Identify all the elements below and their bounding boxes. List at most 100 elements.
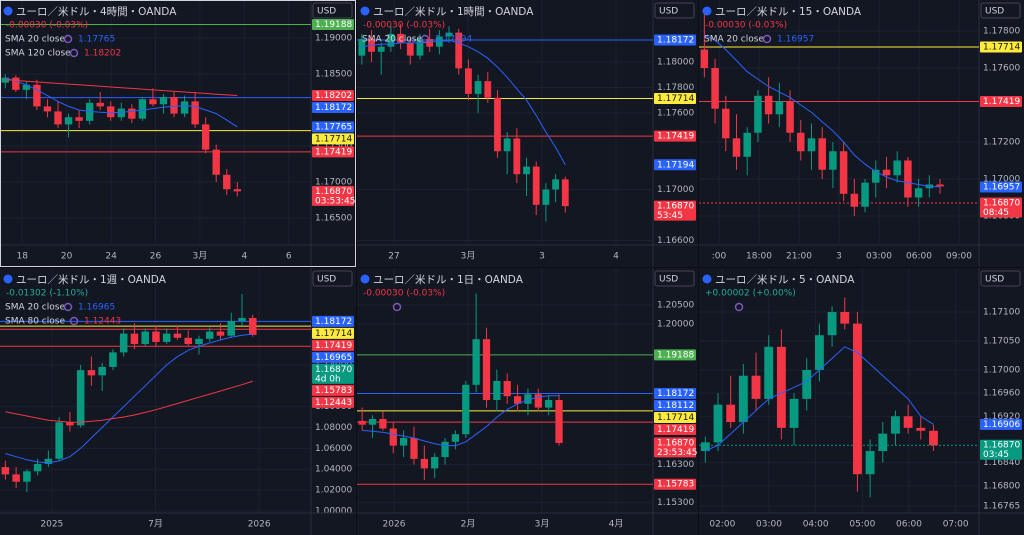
indicator-name: SMA 20 close (5, 303, 65, 313)
chart-panel: 27 3月 3 4 1.18000 1.17800 1.17600 1.17000 1.1660… (357, 0, 698, 267)
candle-body (513, 396, 522, 404)
y-tick-label: 1.18500 (315, 70, 352, 80)
candle-body (914, 188, 923, 198)
currency-button[interactable] (312, 2, 353, 19)
y-tick-label: 1.16300 (657, 460, 694, 470)
price-label: 1.16957 (983, 182, 1020, 192)
price-change: -0.00030 (-0.03%) (6, 21, 88, 31)
x-tick-label: 18:00 (746, 252, 772, 262)
x-tick-label: :00 (712, 252, 727, 262)
price-label-box (654, 399, 696, 411)
price-change: -0.00030 (-0.03%) (705, 21, 787, 31)
candle-body (170, 97, 178, 114)
currency-button[interactable] (654, 2, 695, 19)
price-label-box (312, 384, 354, 396)
price-label: 1.15783 (315, 386, 352, 396)
candle-body (426, 39, 434, 47)
candle-body (54, 111, 62, 125)
price-label-box (654, 92, 696, 104)
candle-body (109, 352, 117, 367)
x-tick-label: 02:00 (709, 520, 735, 530)
candle-body (542, 189, 550, 205)
price-label: 1.19188 (657, 350, 694, 360)
candle-body (233, 189, 241, 192)
candle-body (12, 77, 20, 90)
price-label-box (312, 18, 354, 30)
price-label-box (980, 439, 1022, 460)
price-label-box (980, 197, 1022, 218)
indicator-name: SMA 20 close (704, 35, 764, 45)
symbol-icon (360, 274, 370, 284)
candle-body (840, 312, 850, 324)
indicator-line (5, 380, 253, 423)
y-tick-label: 1.17050 (983, 336, 1020, 346)
candle-body (743, 132, 751, 157)
x-tick-label: 4月 (609, 519, 624, 530)
indicator-value: 1.16957 (777, 35, 814, 45)
candle-body (754, 95, 762, 133)
indicator-icon (63, 34, 73, 44)
candle-body (936, 184, 944, 187)
price-label: 1.17419 (657, 425, 694, 435)
candle-body (513, 138, 521, 175)
candle-body (462, 384, 470, 435)
y-tick-label: 1.20500 (657, 301, 694, 311)
candle-body (248, 317, 257, 335)
indicator-value: 1.16965 (78, 303, 115, 313)
candle-body (700, 49, 709, 69)
currency-button[interactable] (980, 2, 1021, 19)
candle-body (55, 422, 63, 459)
candle-body (524, 394, 532, 404)
candle-body (87, 370, 96, 376)
price-label: 1.17765 (315, 122, 352, 132)
currency-label: USD (317, 275, 336, 285)
candle-body (872, 169, 880, 183)
price-label: 1.18172 (315, 103, 352, 113)
candle-body (722, 108, 730, 139)
y-tick-label: 1.18000 (657, 57, 694, 67)
candle-body (117, 108, 125, 118)
price-label: 1.17714 (315, 329, 352, 339)
y-tick-label: 1.19000 (315, 34, 352, 44)
price-label: 1.18172 (315, 317, 352, 327)
candle-body (141, 331, 149, 345)
x-tick-label: 4 (613, 252, 619, 262)
candle-body (555, 399, 563, 443)
price-label: 1.15783 (657, 480, 694, 490)
indicator-icon (63, 302, 73, 312)
candle-body (159, 97, 168, 105)
price-change: -0.00030 (-0.03%) (363, 21, 445, 31)
candle-body (44, 458, 53, 464)
y-tick-label: 1.16500 (315, 214, 352, 224)
price-change: -0.00030 (-0.03%) (363, 289, 445, 299)
candle-body (119, 333, 128, 353)
indicator-line (361, 39, 566, 166)
price-label-box (654, 130, 696, 142)
currency-button[interactable] (980, 270, 1021, 287)
candle-body (786, 101, 794, 133)
candle-body (191, 101, 199, 125)
y-tick-label: 1.15300 (657, 498, 694, 508)
currency-button[interactable] (654, 270, 695, 287)
y-tick-label: 1.16800 (983, 481, 1020, 491)
price-label-box (980, 418, 1022, 430)
candle-body (503, 138, 511, 152)
candle-body (482, 339, 491, 400)
candle-body (66, 422, 74, 426)
price-change: +0.00002 (+0.00%) (705, 289, 796, 299)
symbol-icon (360, 6, 370, 16)
candle-body (472, 339, 480, 385)
price-label-box (312, 101, 354, 113)
candle-body (545, 399, 553, 408)
currency-button[interactable] (312, 270, 353, 287)
y-tick-label: 1.04000 (315, 465, 352, 475)
price-label-box (312, 133, 354, 145)
currency-label: USD (659, 7, 678, 17)
indicator-value: 1.17194 (435, 35, 472, 45)
x-tick-label: 3月 (193, 251, 208, 262)
candle-body (33, 84, 41, 107)
candle-body (1, 467, 10, 475)
indicator-value: 1.17765 (78, 35, 115, 45)
x-tick-label: 07:00 (943, 520, 969, 530)
candle-body (726, 404, 736, 423)
